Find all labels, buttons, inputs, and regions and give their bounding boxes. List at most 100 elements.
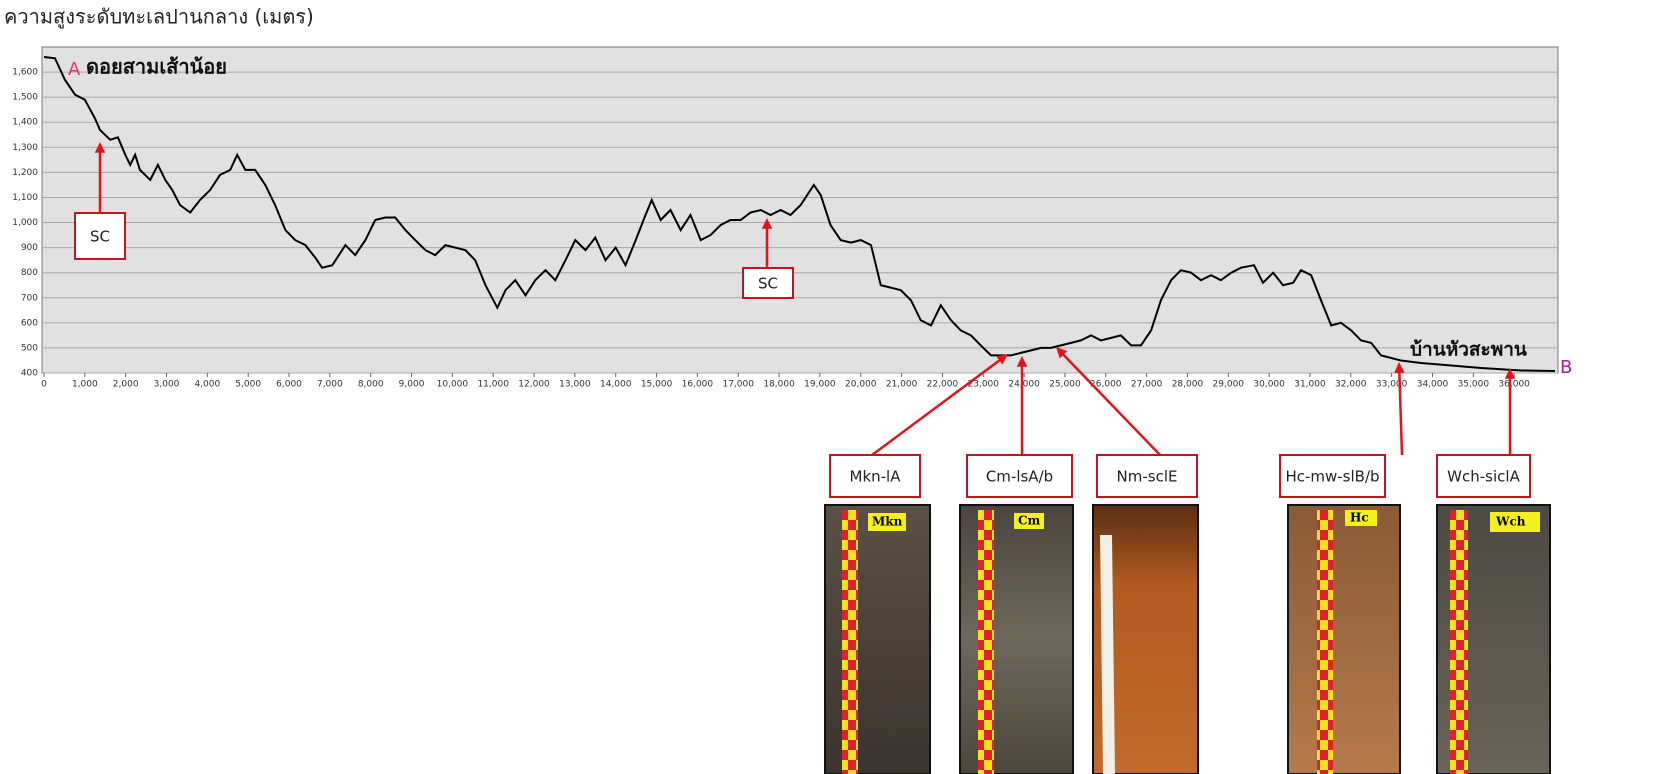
y-tick-label: 1,300 (12, 143, 38, 153)
end-letter: B (1560, 357, 1572, 378)
arrow-head (996, 354, 1008, 365)
ruler (842, 510, 858, 774)
x-tick-label: 13,000 (559, 380, 591, 390)
x-tick-label: 27,000 (1131, 380, 1163, 390)
x-tick-label: 7,000 (317, 380, 343, 390)
x-tick-label: 28,000 (1172, 380, 1204, 390)
x-tick-label: 0 (41, 380, 47, 390)
y-tick-label: 700 (21, 293, 38, 303)
y-tick-label: 900 (21, 243, 38, 253)
x-tick-label: 22,000 (927, 380, 959, 390)
soil-photo (824, 504, 931, 774)
annotation-label: SC (758, 275, 778, 293)
x-tick-label: 4,000 (194, 380, 220, 390)
x-tick-label: 8,000 (358, 380, 384, 390)
x-tick-label: 14,000 (600, 380, 632, 390)
x-tick-label: 11,000 (477, 380, 509, 390)
photo-tag: Wch (1495, 515, 1526, 529)
annotation-label: Mkn-lA (850, 468, 902, 486)
tag-box (1490, 512, 1540, 532)
arrow-head (761, 218, 773, 229)
arrow-head (1056, 347, 1068, 359)
soil-photo (959, 504, 1074, 774)
y-tick-label: 1,400 (12, 118, 38, 128)
y-tick-label: 1,500 (12, 93, 38, 103)
annotation-box (74, 212, 126, 260)
annotation-label: Nm-sclE (1117, 468, 1178, 486)
y-tick-label: 1,000 (12, 218, 38, 228)
elevation-line (43, 56, 1556, 372)
x-tick-label: 30,000 (1253, 380, 1285, 390)
plot-area (41, 46, 1559, 374)
photo-tag: Cm (1018, 514, 1041, 528)
y-tick-label: 800 (21, 268, 38, 278)
annotation-box (966, 454, 1073, 498)
tag-box (1014, 513, 1044, 529)
x-tick-label: 34,000 (1417, 380, 1449, 390)
tag-box (868, 513, 906, 531)
arrow-head (1016, 356, 1028, 367)
y-tick-label: 500 (21, 343, 38, 353)
ruler (1317, 510, 1333, 774)
x-tick-label: 6,000 (276, 380, 302, 390)
annotation-arrow (1059, 350, 1161, 456)
x-tick-label: 36,000 (1498, 380, 1530, 390)
annotation-arrow (871, 356, 1004, 457)
ruler (1450, 510, 1468, 774)
x-tick-label: 2,000 (113, 380, 139, 390)
x-tick-label: 21,000 (886, 380, 918, 390)
x-tick-label: 35,000 (1458, 380, 1490, 390)
x-tick-label: 16,000 (682, 380, 714, 390)
y-tick-label: 1,200 (12, 168, 38, 178)
x-tick-label: 18,000 (763, 380, 795, 390)
end-name: บ้านหัวสะพาน (1410, 339, 1527, 361)
photo-tag: Mkn (872, 515, 903, 529)
x-tick-label: 10,000 (437, 380, 469, 390)
x-tick-label: 26,000 (1090, 380, 1122, 390)
arrow-head (1504, 368, 1516, 379)
soil-photos: Mkn Cm Hc Wch (824, 504, 1551, 774)
arrow-head (94, 142, 106, 153)
x-tick-label: 20,000 (845, 380, 877, 390)
x-tick-label: 1,000 (72, 380, 98, 390)
x-tick-label: 17,000 (722, 380, 754, 390)
x-tick-label: 23,000 (968, 380, 1000, 390)
photo-tag: Hc (1350, 511, 1369, 525)
annotation-box (1279, 454, 1386, 498)
annotation-label: Hc-mw-slB/b (1285, 468, 1379, 486)
soil-photo (1287, 504, 1401, 774)
x-tick-label: 12,000 (518, 380, 550, 390)
tag-box (1345, 510, 1377, 526)
arrow-head (1394, 362, 1405, 373)
x-tick-label: 33,000 (1376, 380, 1408, 390)
y-tick-label: 400 (21, 369, 38, 379)
start-name: ดอยสามเส้าน้อย (86, 55, 227, 79)
annotation-label: SC (90, 228, 110, 246)
annotation-arrow (1397, 367, 1404, 456)
x-tick-label: 24,000 (1008, 380, 1040, 390)
x-tick-label: 19,000 (804, 380, 836, 390)
x-tick-label: 31,000 (1294, 380, 1326, 390)
x-tick-label: 32,000 (1335, 380, 1367, 390)
x-tick-label: 9,000 (399, 380, 425, 390)
annotation-box (742, 267, 794, 299)
x-tick-label: 3,000 (154, 380, 180, 390)
x-tick-label: 5,000 (235, 380, 261, 390)
y-tick-label: 600 (21, 318, 38, 328)
y-tick-label: 1,100 (12, 193, 38, 203)
y-tick-label: 1,600 (12, 68, 38, 78)
annotation-box (1096, 454, 1198, 498)
x-tick-label: 25,000 (1049, 380, 1081, 390)
axes: 400 500 600 700 800 900 1,000 1,100 1,200 1,300 1,… (12, 55, 1572, 390)
x-tick-label: 29,000 (1213, 380, 1245, 390)
annotation-label: Cm-lsA/b (986, 468, 1053, 486)
annotation-label: Wch-siclA (1447, 468, 1520, 486)
tape (1100, 535, 1115, 774)
start-letter: A (68, 59, 81, 80)
chart-title: ความสูงระดับทะเลปานกลาง (เมตร) (4, 5, 314, 30)
annotation-box (829, 454, 921, 498)
ruler (978, 510, 994, 774)
annotation-box (1436, 454, 1531, 498)
x-tick-label: 15,000 (641, 380, 673, 390)
